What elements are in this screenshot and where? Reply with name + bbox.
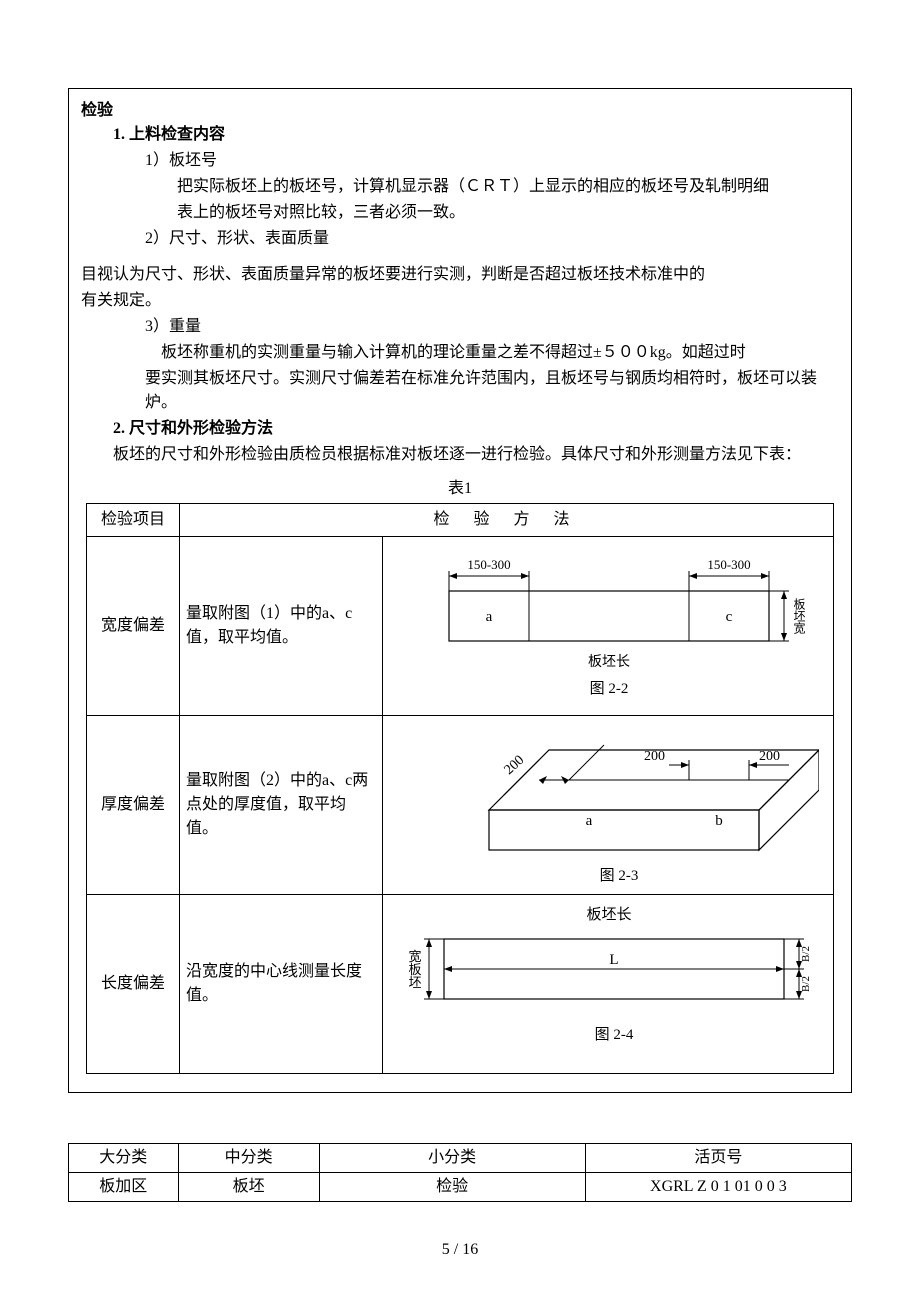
svg-text:图 2-4: 图 2-4 — [595, 1026, 634, 1043]
content-frame: 检验 1. 上料检查内容 1）板坯号 把实际板坯上的板坯号，计算机显示器（ＣＲＴ… — [68, 88, 852, 1093]
svg-text:图 2-2: 图 2-2 — [590, 680, 629, 697]
svg-text:200: 200 — [644, 749, 665, 764]
table-row: 长度偏差 沿宽度的中心线测量长度值。 板坯长 L — [87, 895, 834, 1074]
footer-header-row: 大分类 中分类 小分类 活页号 — [69, 1144, 852, 1173]
cell-desc: 沿宽度的中心线测量长度值。 — [180, 895, 383, 1074]
svg-text:图 2-3: 图 2-3 — [600, 867, 639, 884]
inspection-table: 检验项目 检 验 方 法 宽度偏差 量取附图（1）中的a、c值，取平均值。 — [86, 503, 834, 1074]
svg-text:c: c — [726, 609, 733, 625]
cell-desc: 量取附图（2）中的a、c两点处的厚度值，取平均值。 — [180, 716, 383, 895]
svg-text:a: a — [486, 609, 493, 625]
footer-h4: 活页号 — [585, 1144, 851, 1173]
footer-v1: 板加区 — [69, 1173, 179, 1202]
svg-text:板坯长: 板坯长 — [586, 905, 631, 923]
sec1-item3-body2: 要实测其板坯尺寸。实测尺寸偏差若在标准允许范围内，且板坯号与钢质均相符时，板坯可… — [81, 367, 839, 415]
sec1-item3-label: 3）重量 — [81, 315, 839, 339]
svg-text:板坯宽: 板坯宽 — [792, 598, 806, 635]
sec1-item3-body1: 板坯称重机的实测重量与输入计算机的理论重量之差不得超过±５００kg。如超过时 — [81, 341, 839, 365]
figure-2-2: 150-300 150-300 a c 板坯宽 — [389, 541, 827, 711]
svg-text:宽板坯: 宽板坯 — [407, 949, 422, 989]
svg-text:b: b — [715, 813, 723, 829]
svg-text:150-300: 150-300 — [707, 557, 750, 572]
page: 检验 1. 上料检查内容 1）板坯号 把实际板坯上的板坯号，计算机显示器（ＣＲＴ… — [0, 0, 920, 1302]
cell-desc: 量取附图（1）中的a、c值，取平均值。 — [180, 537, 383, 716]
sec2-body: 板坯的尺寸和外形检验由质检员根据标准对板坯逐一进行检验。具体尺寸和外形测量方法见… — [81, 443, 839, 467]
svg-text:B/2: B/2 — [800, 946, 812, 962]
sec1-item1-label: 1）板坯号 — [81, 149, 839, 173]
svg-text:B/2: B/2 — [800, 976, 812, 992]
footer-h2: 中分类 — [178, 1144, 319, 1173]
svg-text:200: 200 — [502, 753, 528, 778]
sec2-title: 2. 尺寸和外形检验方法 — [81, 417, 839, 441]
cell-fig: 150-300 150-300 a c 板坯宽 — [383, 537, 834, 716]
table-row: 厚度偏差 量取附图（2）中的a、c两点处的厚度值，取平均值。 — [87, 716, 834, 895]
footer-v3: 检验 — [319, 1173, 585, 1202]
sec1-item1-body2: 表上的板坯号对照比较，三者必须一致。 — [81, 201, 839, 225]
footer: 大分类 中分类 小分类 活页号 板加区 板坯 检验 XGRL Z 0 1 01 … — [68, 1143, 852, 1202]
svg-text:a: a — [586, 813, 593, 829]
footer-v2: 板坯 — [178, 1173, 319, 1202]
cell-fig: 200 200 200 a b — [383, 716, 834, 895]
cell-item: 宽度偏差 — [87, 537, 180, 716]
cell-item: 长度偏差 — [87, 895, 180, 1074]
svg-text:200: 200 — [759, 749, 780, 764]
figure-2-4: 板坯长 L — [389, 899, 827, 1069]
sec1-para2-line1: 目视认为尺寸、形状、表面质量异常的板坯要进行实测，判断是否超过板坯技术标准中的 — [81, 263, 839, 287]
th-method: 检 验 方 法 — [180, 504, 834, 537]
footer-h1: 大分类 — [69, 1144, 179, 1173]
svg-text:150-300: 150-300 — [467, 557, 510, 572]
table-row: 宽度偏差 量取附图（1）中的a、c值，取平均值。 — [87, 537, 834, 716]
footer-value-row: 板加区 板坯 检验 XGRL Z 0 1 01 0 0 3 — [69, 1173, 852, 1202]
footer-h3: 小分类 — [319, 1144, 585, 1173]
th-item: 检验项目 — [87, 504, 180, 537]
table1-caption: 表1 — [81, 477, 839, 501]
cell-fig: 板坯长 L — [383, 895, 834, 1074]
figure-2-3: 200 200 200 a b — [389, 720, 827, 890]
cell-item: 厚度偏差 — [87, 716, 180, 895]
sec1-item2-label: 2）尺寸、形状、表面质量 — [81, 227, 839, 251]
svg-text:板坯长: 板坯长 — [588, 654, 630, 670]
footer-v4: XGRL Z 0 1 01 0 0 3 — [585, 1173, 851, 1202]
sec1-item1-body1: 把实际板坯上的板坯号，计算机显示器（ＣＲＴ）上显示的相应的板坯号及轧制明细 — [81, 175, 839, 199]
table-header-row: 检验项目 检 验 方 法 — [87, 504, 834, 537]
sec1-para2-line2: 有关规定。 — [81, 289, 839, 313]
svg-text:L: L — [609, 952, 618, 968]
footer-table: 大分类 中分类 小分类 活页号 板加区 板坯 检验 XGRL Z 0 1 01 … — [68, 1143, 852, 1202]
page-number: 5 / 16 — [0, 1238, 920, 1262]
sec1-title: 1. 上料检查内容 — [81, 123, 839, 147]
heading-inspection: 检验 — [81, 99, 839, 123]
